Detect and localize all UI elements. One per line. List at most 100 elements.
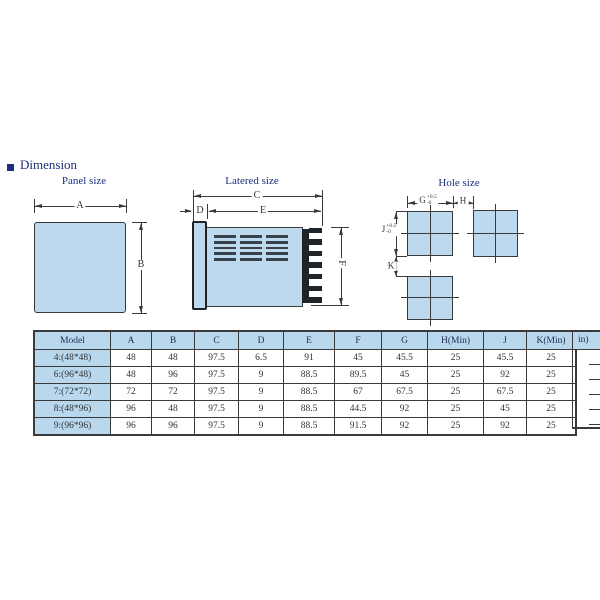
clipped-cell [573, 380, 600, 395]
dim-ext-line [126, 199, 127, 213]
column-header-j: J [483, 330, 527, 350]
vent-slot [214, 252, 236, 256]
value-cell: 88.5 [283, 417, 335, 436]
clipped-cell [573, 365, 600, 380]
arrow-left-icon [408, 200, 415, 205]
table-row: 6:(96*48) 48 96 97.5 9 88.5 89.5 45 25 92 25 [33, 366, 577, 384]
dim-label-a: A [74, 200, 86, 211]
dim-ext-line [322, 190, 323, 226]
value-cell: 45 [381, 366, 428, 384]
vent-slot [240, 240, 262, 244]
vent-slot [240, 246, 262, 250]
dim-ext-line [311, 305, 349, 306]
value-cell: 25 [526, 400, 577, 418]
dim-label-f: F [336, 258, 347, 268]
arrow-left-icon [454, 200, 459, 205]
value-cell: 92 [483, 417, 527, 436]
value-cell: 25 [427, 417, 484, 436]
value-cell: 9 [238, 400, 284, 418]
column-header-model: Model [33, 330, 111, 350]
model-cell: 6:(96*48) [33, 366, 111, 384]
value-cell: 25 [526, 366, 577, 384]
arrow-down-icon [393, 271, 398, 276]
dimension-table-body: 4:(48*48) 48 48 97.5 6.5 91 45 45.5 25 45.5 25 6:(9… [33, 349, 577, 436]
terminal-pin [309, 227, 322, 233]
table-row: 7:(72*72) 72 72 97.5 9 88.5 67 67.5 25 67.5 25 [33, 383, 577, 401]
arrow-right-icon [314, 208, 321, 213]
column-header-g: G [381, 330, 428, 350]
vent-slot [214, 235, 236, 238]
arrow-left-icon [209, 208, 216, 213]
panel-size-title: Panel size [61, 175, 107, 187]
value-cell: 9 [238, 417, 284, 436]
value-cell: 9 [238, 366, 284, 384]
value-cell: 25 [427, 366, 484, 384]
value-cell: 97.5 [194, 417, 239, 436]
panel-front-face [34, 222, 126, 313]
vent-slot [214, 240, 236, 244]
model-cell: 7:(72*72) [33, 383, 111, 401]
vent-slot [240, 252, 262, 256]
arrow-down-icon [138, 306, 143, 313]
column-header-e: E [283, 330, 335, 350]
model-cell: 8:(48*96) [33, 400, 111, 418]
centerline [401, 233, 459, 234]
vent-slot [240, 235, 262, 238]
value-cell: 25 [526, 383, 577, 401]
value-cell: 44.5 [334, 400, 382, 418]
terminal-pin [309, 273, 322, 280]
vent-slot [266, 246, 288, 250]
table-row: 8:(48*96) 96 48 97.5 9 88.5 44.5 92 25 45 25 [33, 400, 577, 418]
arrow-right-icon [446, 200, 453, 205]
value-cell: 92 [381, 400, 428, 418]
value-cell: 67 [334, 383, 382, 401]
arrow-up-icon [338, 228, 343, 235]
terminal-pin [309, 250, 322, 257]
dim-ext-line [396, 211, 407, 212]
value-cell: 45 [483, 400, 527, 418]
dim-ext-line [132, 313, 147, 314]
terminal-pin [309, 239, 322, 245]
arrow-right-icon [315, 193, 322, 198]
value-cell: 88.5 [283, 366, 335, 384]
dim-ext-line [396, 256, 407, 257]
arrow-left-icon [35, 203, 42, 208]
dim-label-g: G +0.5 -0 [417, 194, 439, 207]
value-cell: 48 [110, 366, 152, 384]
dim-label-e: E [257, 205, 269, 216]
dim-ext-line [473, 196, 474, 209]
value-cell: 25 [427, 349, 484, 367]
arrow-down-icon [393, 249, 398, 256]
column-header-b: B [151, 330, 195, 350]
arrow-right-icon [468, 200, 473, 205]
value-cell: 97.5 [194, 383, 239, 401]
dim-label-h: H [457, 195, 469, 206]
column-header-kmin: K(Min) [526, 330, 577, 350]
arrow-up-icon [138, 223, 143, 230]
terminal-pin [309, 285, 322, 291]
hole-size-title: Hole size [438, 177, 480, 189]
value-cell: 25 [526, 349, 577, 367]
value-cell: 25 [427, 383, 484, 401]
arrow-up-icon [393, 257, 398, 262]
dim-ext-line [132, 222, 147, 223]
vent-slot [266, 252, 288, 256]
value-cell: 67.5 [483, 383, 527, 401]
value-cell: 96 [110, 417, 152, 436]
dim-label-d: D [194, 205, 206, 216]
dim-line-k [396, 257, 397, 276]
value-cell: 96 [151, 366, 195, 384]
centerline [430, 270, 431, 326]
dim-ext-line [331, 227, 349, 228]
value-cell: 45.5 [483, 349, 527, 367]
value-cell: 97.5 [194, 349, 239, 367]
clipped-cell [573, 350, 600, 365]
vent-slot [266, 258, 288, 261]
column-header-hmin: H(Min) [427, 330, 484, 350]
column-header-f: F [334, 330, 382, 350]
dim-label-c: C [251, 190, 263, 201]
column-header-d: D [238, 330, 284, 350]
value-cell: 97.5 [194, 400, 239, 418]
value-cell: 6.5 [238, 349, 284, 367]
